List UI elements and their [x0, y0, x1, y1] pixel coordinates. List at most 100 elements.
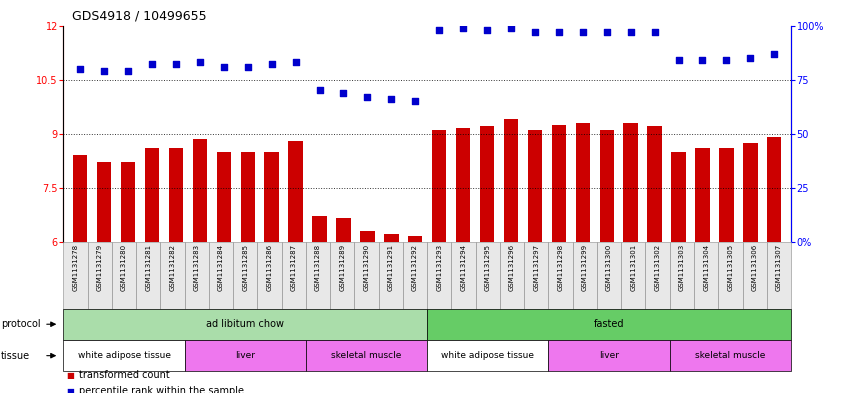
- Text: GSM1131293: GSM1131293: [437, 244, 442, 291]
- Bar: [672, 152, 686, 242]
- Bar: [112, 242, 136, 309]
- Bar: [767, 137, 782, 242]
- Bar: [384, 235, 398, 242]
- Text: GSM1131286: GSM1131286: [266, 244, 272, 291]
- Text: GSM1131299: GSM1131299: [582, 244, 588, 291]
- Point: [337, 89, 350, 95]
- Bar: [548, 242, 573, 309]
- Text: GSM1131295: GSM1131295: [485, 244, 491, 291]
- Text: liver: liver: [235, 351, 255, 360]
- Text: white adipose tissue: white adipose tissue: [442, 351, 535, 360]
- Bar: [427, 309, 791, 340]
- Bar: [525, 242, 548, 309]
- Text: GSM1131294: GSM1131294: [460, 244, 467, 291]
- Text: GSM1131306: GSM1131306: [751, 244, 758, 291]
- Bar: [193, 139, 207, 242]
- Bar: [63, 340, 184, 371]
- Bar: [456, 128, 470, 242]
- Point: [288, 59, 302, 65]
- Bar: [552, 125, 566, 242]
- Bar: [217, 152, 231, 242]
- Bar: [63, 242, 88, 309]
- Bar: [136, 242, 161, 309]
- Text: GSM1131290: GSM1131290: [364, 244, 370, 291]
- Text: GSM1131288: GSM1131288: [315, 244, 321, 291]
- Bar: [145, 148, 159, 242]
- Bar: [265, 152, 279, 242]
- Text: skeletal muscle: skeletal muscle: [332, 351, 402, 360]
- Bar: [73, 155, 87, 242]
- Text: GSM1131297: GSM1131297: [533, 244, 540, 291]
- Point: [360, 94, 374, 100]
- Point: [169, 61, 183, 68]
- Bar: [695, 148, 710, 242]
- Text: skeletal muscle: skeletal muscle: [695, 351, 766, 360]
- Point: [432, 27, 446, 33]
- Text: GSM1131303: GSM1131303: [678, 244, 685, 291]
- Text: GSM1131283: GSM1131283: [194, 244, 200, 291]
- Text: transformed count: transformed count: [79, 370, 169, 380]
- Text: GSM1131279: GSM1131279: [96, 244, 103, 291]
- Bar: [528, 130, 542, 242]
- Point: [313, 87, 327, 94]
- Bar: [427, 340, 548, 371]
- Bar: [694, 242, 718, 309]
- Text: GSM1131298: GSM1131298: [558, 244, 563, 291]
- Bar: [97, 162, 112, 242]
- Text: fasted: fasted: [594, 319, 624, 329]
- Text: white adipose tissue: white adipose tissue: [78, 351, 171, 360]
- Bar: [575, 123, 590, 242]
- Text: GSM1131305: GSM1131305: [728, 244, 733, 291]
- Bar: [161, 242, 184, 309]
- Bar: [240, 152, 255, 242]
- Text: tissue: tissue: [1, 351, 30, 361]
- Bar: [621, 242, 645, 309]
- Text: GDS4918 / 10499655: GDS4918 / 10499655: [72, 10, 206, 23]
- Bar: [209, 242, 233, 309]
- Point: [241, 63, 255, 70]
- Point: [146, 61, 159, 68]
- Bar: [647, 127, 662, 242]
- Point: [672, 57, 685, 63]
- Point: [217, 63, 231, 70]
- Point: [481, 27, 494, 33]
- Bar: [766, 242, 791, 309]
- Bar: [719, 148, 733, 242]
- Bar: [480, 127, 494, 242]
- Point: [121, 68, 135, 74]
- Bar: [306, 340, 427, 371]
- Point: [744, 55, 757, 61]
- Bar: [573, 242, 597, 309]
- Bar: [452, 242, 475, 309]
- Point: [648, 29, 662, 35]
- Point: [767, 50, 781, 57]
- Text: liver: liver: [599, 351, 619, 360]
- Bar: [288, 141, 303, 242]
- Point: [504, 24, 518, 31]
- Text: GSM1131301: GSM1131301: [630, 244, 636, 291]
- Point: [624, 29, 637, 35]
- Bar: [500, 242, 525, 309]
- Text: ■: ■: [66, 371, 74, 380]
- Bar: [427, 242, 452, 309]
- Bar: [354, 242, 379, 309]
- Text: GSM1131291: GSM1131291: [387, 244, 394, 291]
- Point: [456, 24, 470, 31]
- Bar: [743, 143, 757, 242]
- Bar: [670, 242, 694, 309]
- Text: GSM1131282: GSM1131282: [169, 244, 176, 291]
- Text: GSM1131278: GSM1131278: [73, 244, 79, 291]
- Point: [385, 96, 398, 102]
- Bar: [257, 242, 282, 309]
- Bar: [88, 242, 112, 309]
- Point: [695, 57, 709, 63]
- Text: GSM1131285: GSM1131285: [242, 244, 249, 291]
- Point: [552, 29, 566, 35]
- Text: GSM1131287: GSM1131287: [291, 244, 297, 291]
- Point: [528, 29, 541, 35]
- Point: [97, 68, 111, 74]
- Text: ad libitum chow: ad libitum chow: [206, 319, 284, 329]
- Bar: [306, 242, 330, 309]
- Bar: [475, 242, 500, 309]
- Text: percentile rank within the sample: percentile rank within the sample: [79, 386, 244, 393]
